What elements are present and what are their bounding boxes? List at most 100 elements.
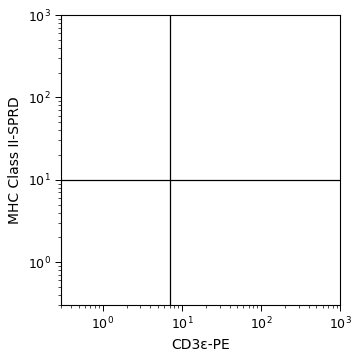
Point	[165, 131, 171, 137]
Point	[282, 278, 287, 283]
Point	[175, 157, 181, 163]
Point	[139, 76, 144, 82]
Point	[164, 205, 170, 211]
Point	[171, 262, 176, 268]
Point	[167, 130, 173, 136]
Point	[295, 278, 301, 283]
Point	[242, 224, 248, 229]
Point	[139, 97, 145, 103]
Point	[251, 219, 257, 225]
Point	[197, 249, 203, 255]
Point	[273, 261, 278, 266]
Point	[224, 231, 229, 237]
Point	[199, 261, 204, 267]
Point	[227, 277, 233, 283]
Point	[249, 175, 255, 181]
Point	[311, 228, 316, 233]
Point	[163, 252, 169, 257]
Point	[179, 214, 184, 220]
Point	[259, 247, 265, 253]
Point	[130, 303, 136, 309]
Point	[170, 287, 175, 293]
Point	[104, 84, 109, 90]
Point	[142, 66, 148, 72]
Point	[216, 304, 222, 310]
Point	[154, 302, 160, 308]
Point	[126, 81, 132, 87]
Point	[198, 284, 203, 289]
Point	[166, 252, 171, 257]
Point	[296, 296, 302, 302]
Point	[177, 221, 183, 227]
Point	[112, 100, 118, 105]
Point	[131, 89, 137, 94]
Point	[164, 259, 170, 265]
Point	[241, 263, 247, 269]
Point	[145, 270, 150, 276]
Point	[287, 225, 292, 231]
Point	[232, 263, 238, 269]
Point	[141, 109, 147, 114]
Point	[165, 66, 171, 72]
Point	[108, 94, 113, 100]
Point	[219, 199, 225, 204]
Point	[258, 236, 264, 242]
Point	[287, 257, 293, 263]
Point	[107, 86, 113, 92]
Point	[195, 301, 201, 307]
Point	[98, 105, 104, 111]
Point	[201, 262, 207, 268]
Point	[264, 237, 270, 243]
Point	[111, 135, 117, 141]
Point	[147, 242, 153, 247]
Point	[291, 285, 297, 291]
Point	[263, 236, 269, 242]
Point	[138, 100, 144, 106]
Point	[126, 230, 132, 236]
Point	[151, 100, 157, 106]
Point	[148, 100, 153, 105]
Point	[327, 284, 332, 290]
Point	[105, 137, 111, 143]
Point	[138, 115, 143, 121]
Point	[128, 99, 134, 104]
Point	[180, 252, 185, 258]
Point	[111, 137, 116, 143]
Point	[258, 274, 264, 279]
Point	[175, 246, 181, 252]
Point	[126, 52, 132, 58]
Point	[125, 98, 131, 104]
Point	[165, 173, 171, 179]
Point	[163, 231, 169, 237]
Point	[240, 264, 246, 270]
Point	[110, 81, 116, 87]
Point	[125, 72, 131, 77]
Point	[160, 148, 166, 154]
Point	[253, 229, 258, 234]
Point	[154, 108, 160, 114]
Point	[180, 194, 186, 200]
Point	[286, 228, 292, 234]
Point	[118, 63, 124, 69]
Point	[285, 273, 291, 279]
Point	[280, 219, 286, 225]
Point	[160, 167, 166, 173]
Point	[117, 287, 123, 293]
Point	[287, 246, 293, 251]
Point	[172, 80, 177, 85]
Point	[248, 240, 253, 246]
Point	[279, 253, 285, 259]
Point	[175, 236, 181, 242]
Point	[243, 275, 249, 280]
Point	[189, 240, 194, 246]
Point	[285, 229, 291, 235]
Point	[101, 97, 107, 103]
Point	[267, 288, 273, 293]
Point	[291, 273, 297, 279]
Point	[179, 242, 185, 248]
Point	[299, 249, 305, 255]
Point	[199, 210, 204, 216]
Point	[220, 50, 225, 56]
Point	[177, 286, 183, 292]
Point	[294, 296, 300, 302]
